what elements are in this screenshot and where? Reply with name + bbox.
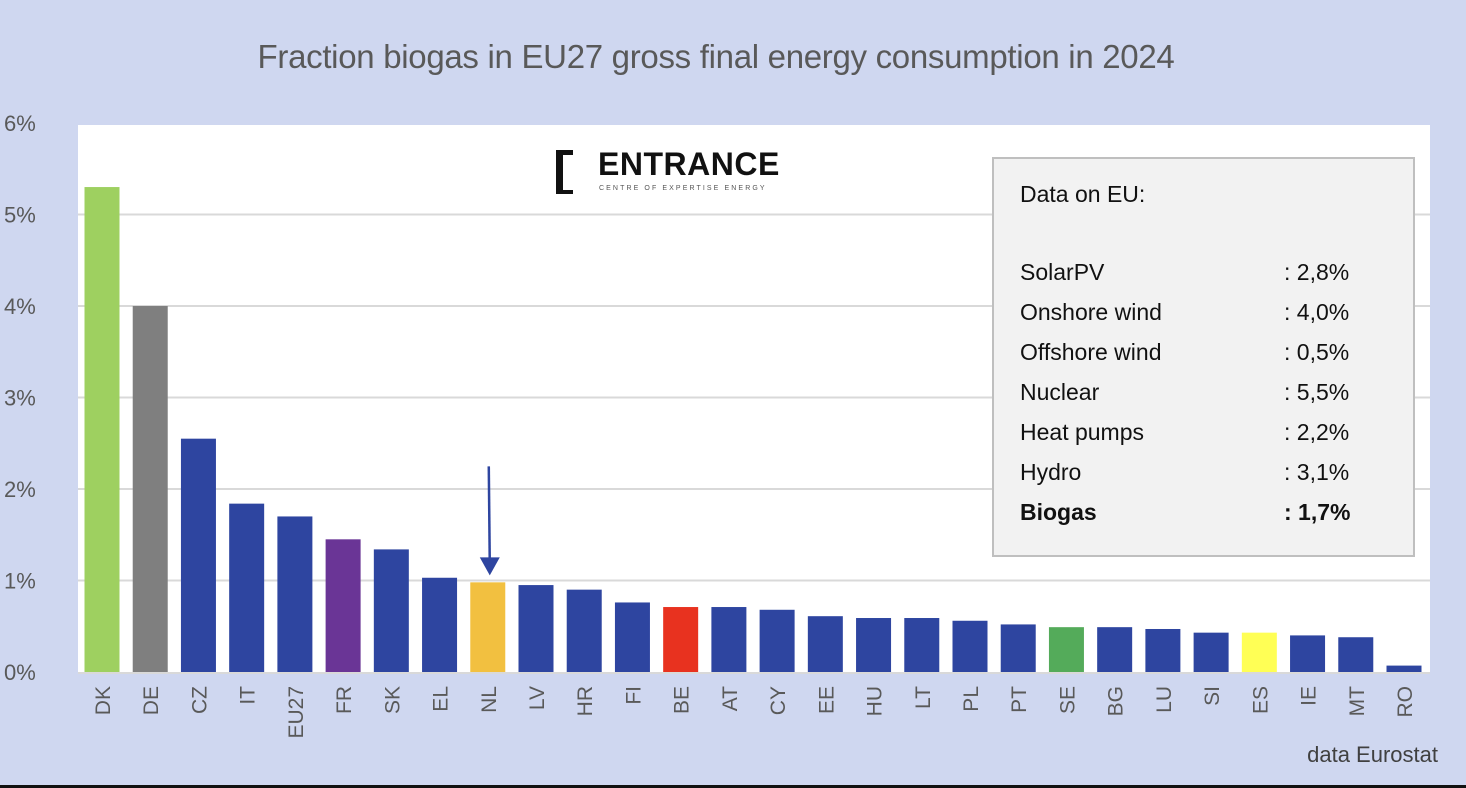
arrow-annotation [479, 466, 500, 576]
bar-fi [614, 602, 650, 672]
x-tick-label: RO [1394, 686, 1417, 718]
info-row-value: : 4,0% [1284, 299, 1350, 325]
y-axis-ticks: 0% 1% 2% 3% 4% 5% 6% [4, 111, 36, 685]
x-tick-label: EU27 [285, 686, 308, 739]
info-row: Biogas : 1,7% [1020, 499, 1380, 539]
bar-ee [807, 616, 843, 672]
info-row: Heat pumps : 2,2% [1020, 419, 1380, 459]
x-tick-label: ES [1249, 686, 1272, 714]
bar-cz [180, 438, 216, 672]
bar-it [229, 503, 265, 672]
bar-hu [856, 618, 892, 672]
info-row-value: : 3,1% [1284, 459, 1350, 485]
x-tick-label: BE [671, 686, 694, 714]
info-row-value: : 2,8% [1284, 259, 1350, 285]
bar-lu [1145, 628, 1181, 672]
x-tick-label: EE [815, 686, 838, 714]
bar-nl [470, 582, 506, 672]
x-tick-label: NL [478, 686, 501, 713]
bar-lt [904, 618, 940, 672]
x-tick-label: DE [140, 686, 163, 715]
info-row-value: : 0,5% [1284, 339, 1350, 365]
info-row: Onshore wind : 4,0% [1020, 299, 1380, 339]
bar-mt [1338, 637, 1374, 672]
y-tick-label: 1% [4, 569, 36, 594]
bar-cy [759, 609, 795, 672]
x-tick-label: HR [574, 686, 597, 716]
bar-fr [325, 539, 361, 672]
info-row-label: Offshore wind [1020, 339, 1162, 365]
x-tick-label: LT [912, 686, 935, 709]
x-tick-label: FR [333, 686, 356, 714]
bar-de [132, 306, 168, 672]
y-tick-label: 4% [4, 294, 36, 319]
logo-subtitle: CENTRE OF EXPERTISE ENERGY [599, 185, 767, 192]
bar-pt [1000, 624, 1036, 672]
info-box-title: Data on EU: [1020, 181, 1146, 207]
data-source: data Eurostat [1307, 742, 1438, 767]
x-tick-label: SE [1056, 686, 1079, 714]
info-row-value: : 2,2% [1284, 419, 1350, 445]
x-tick-label: SI [1201, 686, 1224, 706]
info-row: Offshore wind : 0,5% [1020, 339, 1380, 379]
bar-dk [84, 187, 120, 673]
bar-bg [1097, 627, 1133, 672]
y-tick-label: 2% [4, 477, 36, 502]
x-tick-label: PL [960, 686, 983, 712]
x-tick-label: HU [864, 686, 887, 716]
info-row-label: Onshore wind [1020, 299, 1162, 325]
info-row-label: Heat pumps [1020, 419, 1145, 445]
y-tick-label: 5% [4, 203, 36, 228]
logo-bracket-icon [556, 150, 573, 194]
eu-data-box: Data on EU: SolarPV : 2,8% Onshore wind : 4… [992, 157, 1415, 557]
info-row-label: Biogas [1020, 499, 1097, 525]
y-tick-label: 3% [4, 386, 36, 411]
bar-be [663, 607, 699, 672]
bar-es [1241, 632, 1277, 672]
info-row: SolarPV : 2,8% [1020, 259, 1380, 299]
info-row: Nuclear : 5,5% [1020, 379, 1380, 419]
x-tick-label: IT [237, 686, 260, 705]
info-row-label: Hydro [1020, 459, 1082, 485]
y-tick-label: 6% [4, 111, 36, 136]
bar-pl [952, 620, 988, 672]
x-tick-label: EL [430, 686, 453, 712]
x-tick-label: SK [381, 686, 404, 714]
bar-eu27 [277, 516, 313, 672]
x-tick-label: CY [767, 686, 790, 715]
annotations [479, 466, 500, 576]
x-tick-label: CZ [188, 686, 211, 714]
bar-si [1193, 632, 1229, 672]
bar-ie [1290, 635, 1326, 672]
y-tick-label: 0% [4, 660, 36, 685]
x-tick-label: FI [622, 686, 645, 705]
x-tick-label: LU [1153, 686, 1176, 713]
logo-name: ENTRANCE [598, 146, 780, 182]
info-row-label: SolarPV [1020, 259, 1105, 285]
bar-hr [566, 589, 602, 672]
info-row-value: : 5,5% [1284, 379, 1350, 405]
bar-se [1048, 627, 1084, 672]
bottom-border [0, 785, 1466, 788]
bar-lv [518, 585, 554, 672]
bars [84, 187, 1422, 673]
x-tick-label: BG [1105, 686, 1128, 716]
x-axis-ticks: DK DE CZ IT EU27 FR SK EL NL LV HR FI BE AT CY EE HU LT PL… [92, 686, 1417, 739]
x-tick-label: PT [1008, 686, 1031, 713]
x-tick-label: AT [719, 686, 742, 711]
bar-sk [373, 549, 409, 672]
chart-title: Fraction biogas in EU27 gross final ener… [257, 38, 1175, 75]
x-tick-label: DK [92, 686, 115, 715]
x-tick-label: MT [1346, 686, 1369, 716]
x-tick-label: IE [1298, 686, 1321, 706]
info-row-label: Nuclear [1020, 379, 1100, 405]
bar-at [711, 607, 747, 672]
x-tick-label: LV [526, 686, 549, 710]
entrance-logo: ENTRANCE CENTRE OF EXPERTISE ENERGY [556, 146, 806, 200]
bar-ro [1386, 665, 1422, 672]
info-row: Hydro : 3,1% [1020, 459, 1380, 499]
bar-el [422, 577, 458, 672]
info-row-value: : 1,7% [1284, 499, 1351, 525]
